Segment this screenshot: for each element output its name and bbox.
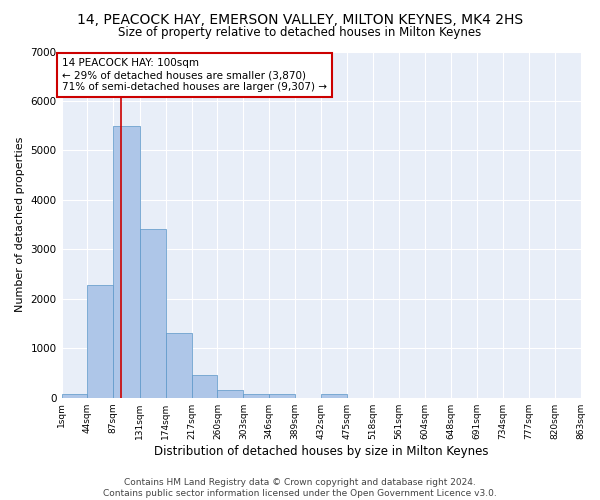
X-axis label: Distribution of detached houses by size in Milton Keynes: Distribution of detached houses by size … <box>154 444 488 458</box>
Text: 14 PEACOCK HAY: 100sqm
← 29% of detached houses are smaller (3,870)
71% of semi-: 14 PEACOCK HAY: 100sqm ← 29% of detached… <box>62 58 327 92</box>
Bar <box>140 228 166 398</box>
Bar <box>191 375 217 398</box>
Bar <box>166 334 191 398</box>
Bar <box>62 394 88 398</box>
Bar <box>321 394 347 398</box>
Bar <box>244 394 269 398</box>
Y-axis label: Number of detached properties: Number of detached properties <box>15 137 25 312</box>
Text: Contains HM Land Registry data © Crown copyright and database right 2024.
Contai: Contains HM Land Registry data © Crown c… <box>103 478 497 498</box>
Bar <box>269 394 295 398</box>
Text: 14, PEACOCK HAY, EMERSON VALLEY, MILTON KEYNES, MK4 2HS: 14, PEACOCK HAY, EMERSON VALLEY, MILTON … <box>77 12 523 26</box>
Bar <box>113 126 140 398</box>
Bar <box>217 390 244 398</box>
Bar <box>88 286 113 398</box>
Text: Size of property relative to detached houses in Milton Keynes: Size of property relative to detached ho… <box>118 26 482 39</box>
